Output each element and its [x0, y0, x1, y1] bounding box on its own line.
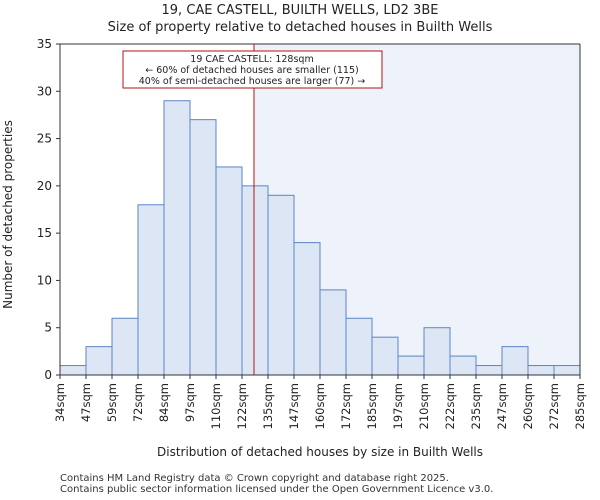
y-tick-label: 30 [37, 84, 52, 98]
bar-247sqm [501, 346, 529, 376]
x-tick-label: 59sqm [105, 383, 119, 422]
x-tick-label: 84sqm [157, 383, 171, 422]
bar-147sqm [293, 242, 321, 376]
x-tick-label: 147sqm [287, 383, 301, 429]
y-tick-label: 20 [37, 179, 52, 193]
chart-title: 19, CAE CASTELL, BUILTH WELLS, LD2 3BE [161, 3, 439, 18]
bar-72sqm [137, 204, 165, 376]
y-tick-label: 35 [37, 37, 52, 51]
bar-222sqm [449, 355, 477, 376]
x-tick-label: 135sqm [261, 383, 275, 429]
footer-copyright: Contains HM Land Registry data © Crown c… [60, 473, 449, 484]
bar-122sqm [241, 185, 269, 376]
bar-59sqm [111, 317, 139, 376]
bar-97sqm [189, 119, 217, 376]
x-tick-label: 34sqm [53, 383, 67, 422]
bar-197sqm [397, 355, 425, 376]
bar-135sqm [267, 194, 295, 376]
y-axis-label: Number of detached properties [1, 120, 15, 309]
x-tick-label: 260sqm [521, 383, 535, 429]
bar-160sqm [319, 289, 347, 376]
x-tick-label: 72sqm [131, 383, 145, 422]
footer-licence: Contains public sector information licen… [60, 484, 494, 495]
x-tick-label: 47sqm [79, 383, 93, 422]
y-tick-label: 10 [37, 273, 52, 287]
annotation-line-1: 19 CAE CASTELL: 128sqm [190, 54, 313, 65]
x-tick-label: 97sqm [183, 383, 197, 422]
x-tick-label: 122sqm [235, 383, 249, 429]
bar-110sqm [215, 166, 243, 376]
x-tick-label: 160sqm [313, 383, 327, 429]
annotation-line-2: ← 60% of detached houses are smaller (11… [145, 65, 358, 76]
bar-210sqm [423, 327, 451, 376]
x-tick-label: 185sqm [365, 383, 379, 429]
y-tick-label: 15 [37, 226, 52, 240]
bar-185sqm [371, 336, 399, 376]
bar-34sqm [59, 365, 87, 376]
x-tick-label: 210sqm [417, 383, 431, 429]
bar-272sqm [553, 365, 581, 376]
y-tick-label: 5 [44, 321, 52, 335]
bar-84sqm [163, 100, 191, 376]
x-tick-label: 172sqm [339, 383, 353, 429]
x-tick-label: 235sqm [469, 383, 483, 429]
x-axis-label: Distribution of detached houses by size … [157, 445, 483, 459]
x-tick-label: 222sqm [443, 383, 457, 429]
chart-subtitle: Size of property relative to detached ho… [107, 20, 493, 35]
x-tick-label: 197sqm [391, 383, 405, 429]
x-tick-label: 247sqm [495, 383, 509, 429]
y-tick-label: 25 [37, 132, 52, 146]
bar-260sqm [527, 365, 555, 376]
x-tick-label: 272sqm [547, 383, 561, 429]
annotation-box [122, 50, 383, 89]
bar-235sqm [475, 365, 503, 376]
x-tick-label: 285sqm [573, 383, 587, 429]
bar-172sqm [345, 317, 373, 376]
x-tick-label: 110sqm [209, 383, 223, 429]
bar-47sqm [85, 346, 113, 376]
y-tick-label: 0 [44, 368, 52, 382]
annotation-line-3: 40% of semi-detached houses are larger (… [139, 76, 366, 87]
